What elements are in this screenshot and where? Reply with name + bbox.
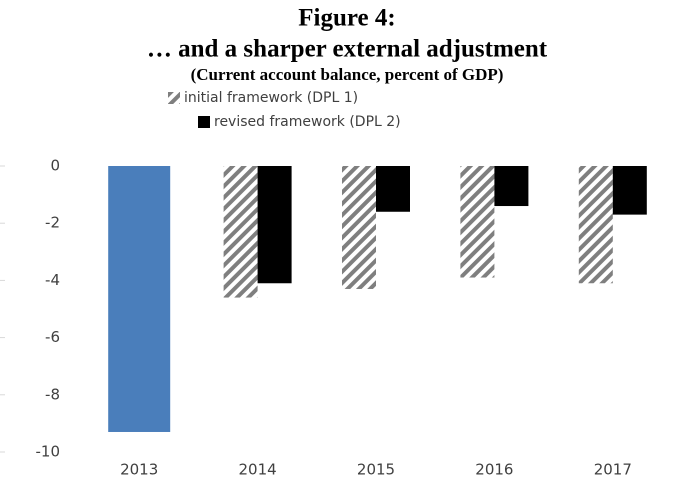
- bar: [612, 166, 647, 215]
- x-tick-label: 2013: [120, 461, 158, 479]
- legend-swatch: [198, 116, 210, 128]
- bar: [376, 166, 410, 212]
- x-tick-label: 2015: [357, 461, 395, 479]
- y-tick-label: -6: [45, 328, 60, 346]
- y-tick-label: -8: [45, 385, 60, 403]
- bar: [342, 166, 376, 289]
- chart-title: Figure 4:: [298, 5, 395, 32]
- bar: [578, 166, 613, 284]
- bar: [494, 166, 529, 207]
- y-tick-label: 0: [50, 157, 60, 175]
- x-tick-label: 2016: [475, 461, 513, 479]
- y-axis-label: (Current account balance, percent of GDP…: [191, 65, 504, 84]
- bar: [257, 166, 292, 284]
- x-tick-label: 2017: [594, 461, 632, 479]
- y-tick-label: -4: [45, 271, 60, 289]
- x-tick-label: 2014: [239, 461, 277, 479]
- legend-swatch: [168, 92, 180, 104]
- y-tick-label: -10: [36, 443, 61, 461]
- chart-subtitle: … and a sharper external adjustment: [147, 36, 548, 63]
- legend-label: revised framework (DPL 2): [214, 114, 401, 130]
- y-tick-label: -2: [45, 214, 60, 232]
- bar: [108, 166, 171, 432]
- bar: [223, 166, 258, 298]
- bar: [460, 166, 495, 278]
- legend-label: initial framework (DPL 1): [184, 90, 358, 106]
